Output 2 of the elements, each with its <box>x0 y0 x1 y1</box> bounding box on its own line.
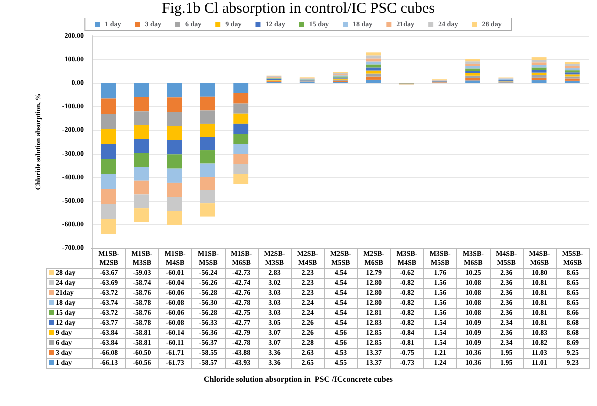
chart-title: Fig.1b Cl absorption in control/IC PSC cubes <box>161 0 436 18</box>
text: Chloride solution absorption in PSC /ICconcrete cubes <box>203 375 394 384</box>
